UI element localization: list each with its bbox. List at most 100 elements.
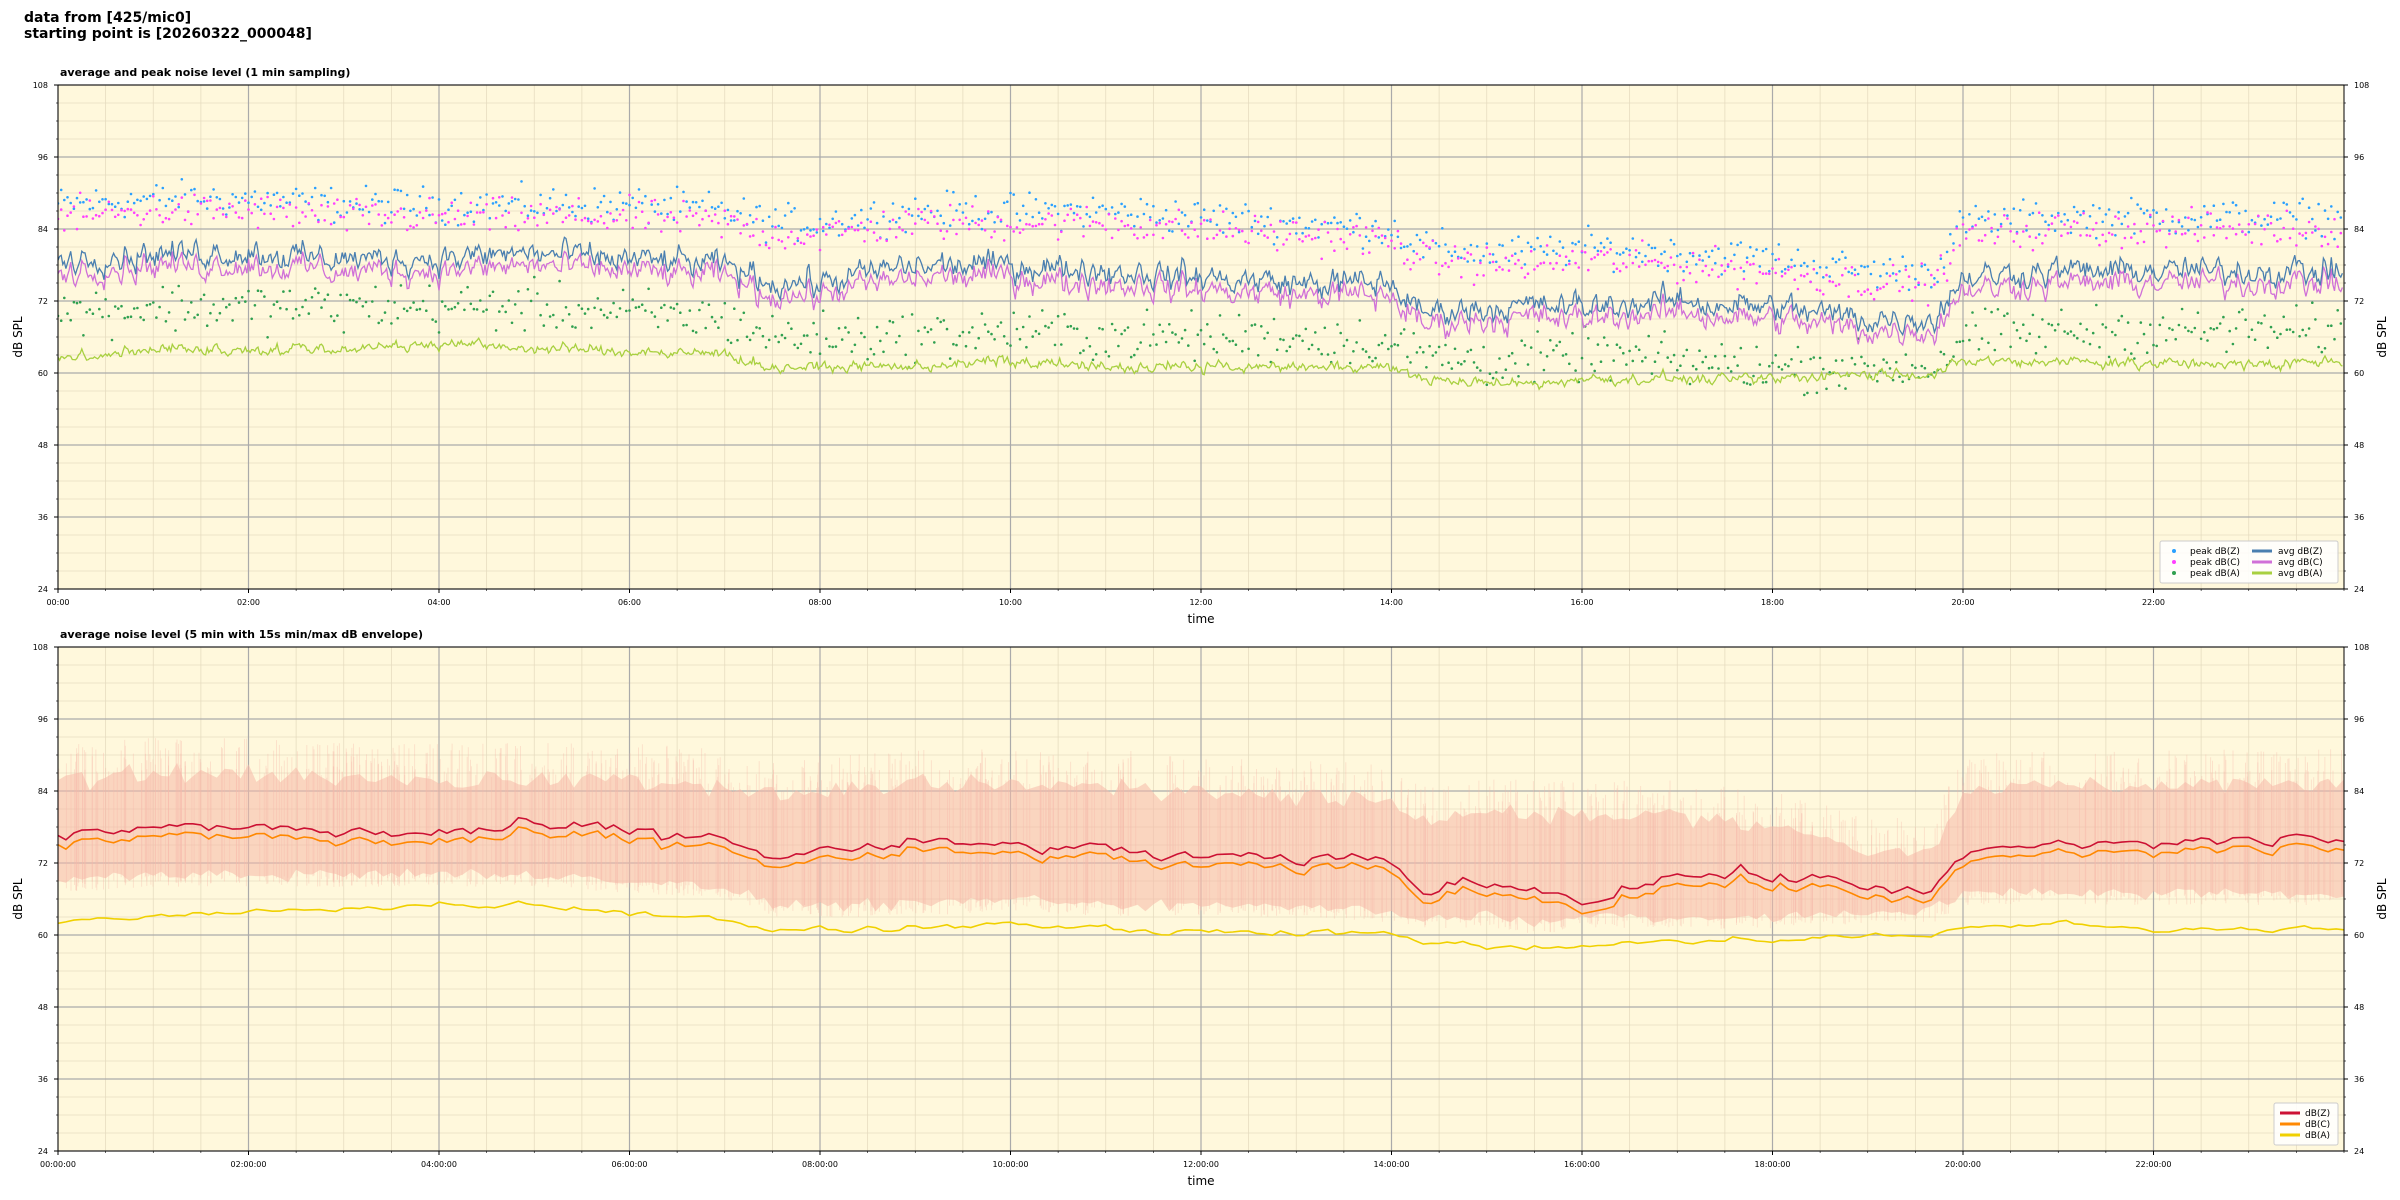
chart1-point-peak-z bbox=[1269, 207, 1273, 210]
chart1-point-peak-a bbox=[1593, 369, 1596, 373]
chart1-point-peak-z bbox=[1069, 203, 1073, 206]
chart1-point-peak-c bbox=[2282, 226, 2285, 230]
chart1-point-peak-z bbox=[974, 194, 977, 198]
chart1-point-peak-z bbox=[440, 219, 444, 222]
chart1-point-peak-z bbox=[1828, 275, 1831, 278]
chart1-point-peak-z bbox=[358, 208, 361, 211]
chart1-point-peak-z bbox=[1733, 253, 1736, 257]
chart1-point-peak-c bbox=[1698, 258, 1701, 262]
chart1-point-peak-a bbox=[1180, 337, 1184, 340]
chart1-point-peak-z bbox=[2180, 225, 2184, 228]
chart1-point-peak-c bbox=[1818, 289, 1822, 292]
chart1-point-peak-c bbox=[402, 216, 406, 219]
chart1-point-peak-a bbox=[888, 319, 892, 323]
chart1-point-peak-z bbox=[1768, 269, 1771, 273]
chart1-point-peak-z bbox=[1114, 212, 1117, 216]
chart1-legend-label: avg dB(Z) bbox=[2278, 547, 2323, 557]
chart1-point-peak-z bbox=[2050, 214, 2054, 217]
chart1-point-peak-a bbox=[2082, 340, 2085, 343]
chart1-point-peak-z bbox=[1129, 213, 1133, 216]
chart1-point-peak-c bbox=[1241, 229, 1244, 233]
chart1-point-peak-c bbox=[2009, 230, 2012, 233]
chart1-point-peak-a bbox=[285, 307, 288, 311]
chart1-x-tick-label: 20:00 bbox=[1951, 598, 1974, 607]
chart1-point-peak-z bbox=[837, 234, 841, 237]
chart1-point-peak-z bbox=[1996, 228, 2000, 232]
chart1-point-peak-a bbox=[291, 317, 295, 320]
chart1-point-peak-z bbox=[282, 195, 285, 199]
chart1-point-peak-a bbox=[1622, 351, 1625, 355]
chart1-point-peak-a bbox=[1250, 324, 1254, 327]
chart1-point-peak-c bbox=[1653, 258, 1657, 262]
chart1-point-peak-c bbox=[888, 227, 892, 231]
chart1-point-peak-a bbox=[2174, 337, 2177, 341]
chart1-point-peak-z bbox=[2107, 208, 2111, 211]
chart1-point-peak-a bbox=[583, 312, 587, 315]
chart1-point-peak-c bbox=[1602, 253, 1606, 257]
chart1-point-peak-z bbox=[1644, 254, 1647, 258]
chart1-point-peak-c bbox=[875, 239, 879, 242]
chart1-point-peak-a bbox=[1447, 361, 1450, 365]
chart1-point-peak-z bbox=[2009, 222, 2012, 225]
chart1-point-peak-z bbox=[2139, 207, 2143, 211]
chart1-point-peak-a bbox=[1555, 344, 1558, 347]
chart1-point-peak-a bbox=[66, 312, 69, 315]
chart1-point-peak-z bbox=[383, 221, 387, 225]
chart1-point-peak-a bbox=[453, 305, 457, 309]
chart1-point-peak-a bbox=[177, 284, 180, 288]
chart1-point-peak-c bbox=[910, 232, 914, 235]
chart1-point-peak-z bbox=[1329, 221, 1333, 225]
chart1-point-peak-c bbox=[1507, 269, 1511, 272]
chart1-point-peak-z bbox=[313, 186, 317, 190]
chart1-point-peak-c bbox=[418, 211, 422, 214]
chart1-point-peak-c bbox=[1339, 237, 1342, 241]
chart1-point-peak-z bbox=[920, 217, 923, 221]
chart1-point-peak-c bbox=[1136, 237, 1139, 240]
chart1-point-peak-z bbox=[1539, 245, 1542, 248]
chart1-point-peak-c bbox=[1783, 272, 1787, 275]
chart1-point-peak-c bbox=[631, 226, 634, 230]
chart1-point-peak-z bbox=[869, 207, 873, 210]
chart1-point-peak-z bbox=[2082, 210, 2085, 213]
chart1-point-peak-c bbox=[1685, 265, 1689, 269]
chart2-x-tick-label: 00:00:00 bbox=[40, 1160, 76, 1169]
chart1-point-peak-a bbox=[520, 311, 523, 315]
chart1-point-peak-z bbox=[637, 188, 641, 191]
chart1-point-peak-z bbox=[742, 197, 746, 200]
chart1-point-peak-a bbox=[1412, 332, 1415, 335]
chart1-point-peak-z bbox=[1529, 245, 1533, 249]
chart1-point-peak-a bbox=[1348, 361, 1352, 365]
chart1-point-peak-a bbox=[2330, 324, 2333, 328]
chart1-point-peak-a bbox=[2228, 329, 2231, 333]
chart1-point-peak-z bbox=[2304, 237, 2308, 240]
chart1-point-peak-c bbox=[1075, 213, 1079, 216]
chart1-point-peak-c bbox=[821, 225, 825, 229]
chart1-point-peak-z bbox=[317, 218, 320, 222]
chart1-point-peak-a bbox=[2009, 345, 2012, 349]
chart1-point-peak-c bbox=[310, 209, 314, 212]
chart1-point-peak-a bbox=[1326, 353, 1330, 356]
chart1-point-peak-z bbox=[183, 193, 187, 196]
chart1-point-peak-c bbox=[1460, 275, 1463, 279]
chart1-point-peak-a bbox=[1691, 364, 1695, 368]
chart1-point-peak-c bbox=[1012, 230, 1015, 233]
chart1-point-peak-c bbox=[1656, 260, 1660, 264]
chart1-point-peak-c bbox=[764, 243, 768, 247]
chart1-point-peak-z bbox=[1628, 249, 1631, 252]
chart1-point-peak-c bbox=[2063, 223, 2066, 226]
chart1-point-peak-c bbox=[336, 198, 339, 201]
chart1-point-peak-a bbox=[602, 313, 606, 317]
chart1-point-peak-z bbox=[1545, 253, 1549, 256]
chart1-point-peak-a bbox=[698, 308, 701, 312]
chart1-point-peak-c bbox=[1272, 230, 1276, 233]
chart1-point-peak-a bbox=[1558, 340, 1562, 344]
chart1-point-peak-c bbox=[1844, 267, 1847, 270]
chart1-point-peak-c bbox=[1504, 256, 1508, 260]
chart1-point-peak-z bbox=[1491, 253, 1495, 256]
chart1-point-peak-c bbox=[2003, 214, 2006, 217]
chart1-point-peak-c bbox=[1536, 264, 1539, 268]
chart1-point-peak-a bbox=[1834, 359, 1838, 362]
chart1-point-peak-a bbox=[2295, 304, 2298, 307]
chart1-point-peak-z bbox=[1895, 279, 1898, 282]
